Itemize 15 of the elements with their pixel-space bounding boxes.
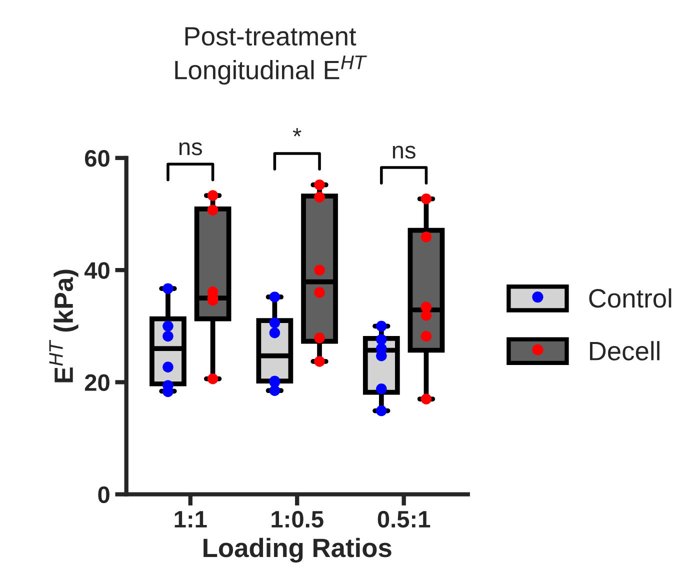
y-tick-label: 0 [98, 486, 110, 504]
x-axis-title: Loading Ratios [204, 538, 392, 563]
x-tick-label: 1:1 [174, 511, 207, 528]
annotation: ns [392, 146, 416, 159]
chart-title: Post-treatment Longitudinal E$^{HT}$ [175, 27, 367, 85]
legend-label: Control [589, 288, 672, 308]
y-tick-label: 60 [84, 150, 110, 167]
legend-label: Decell [590, 341, 660, 360]
text: * [292, 128, 302, 136]
y-tick-label: 20 [84, 374, 110, 391]
text: ns [179, 142, 202, 156]
x-tick-label: 0.5:1 [378, 510, 430, 528]
y-axis-title: E$^{HT}$ (kPa) [49, 270, 78, 382]
y-tick-label: 40 [84, 262, 110, 279]
x-tick-label: 1:0.5 [272, 510, 324, 528]
